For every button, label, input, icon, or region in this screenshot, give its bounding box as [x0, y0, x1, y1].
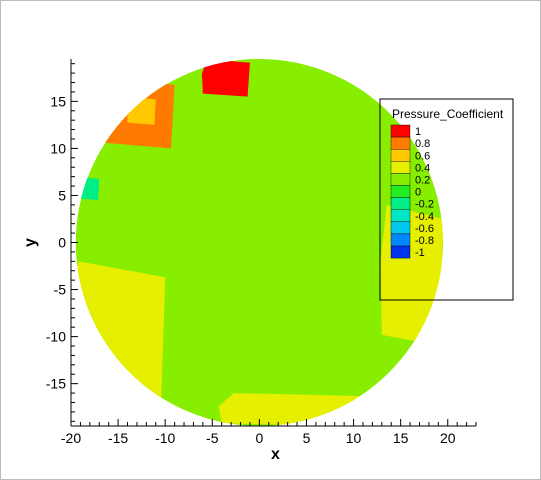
- legend-swatch: [390, 185, 411, 198]
- field-region-7: [219, 148, 326, 299]
- legend-swatch: [390, 173, 411, 186]
- legend-swatch: [390, 233, 411, 247]
- legend-swatch: [390, 161, 411, 174]
- legend-level-label: 0.2: [415, 174, 430, 186]
- field-region-0: [201, 59, 250, 97]
- x-tick-label: -20: [61, 430, 81, 446]
- y-tick-label: -10: [46, 329, 66, 345]
- legend: Pressure_Coefficient 10.80.60.40.20-0.2-…: [379, 98, 514, 301]
- legend-level-label: -0.2: [415, 199, 434, 211]
- field-region-5: [218, 393, 373, 426]
- legend-level-label: 0.4: [415, 162, 430, 174]
- x-tick-label: 10: [346, 430, 362, 446]
- y-tick-label: 10: [50, 140, 66, 156]
- x-tick-label: 0: [255, 430, 263, 446]
- pressure-field: [75, 59, 444, 426]
- y-tick-label: -15: [46, 376, 66, 392]
- legend-level-label: 0.8: [415, 138, 430, 150]
- legend-swatch: [390, 197, 411, 210]
- legend-box: [379, 98, 514, 301]
- legend-level-label: 0: [415, 187, 421, 199]
- field-region-6: [75, 176, 100, 201]
- legend-level-label: -0.4: [415, 211, 434, 223]
- legend-level-label: 0.6: [415, 150, 430, 162]
- x-tick-label: 5: [303, 430, 311, 446]
- legend-swatch: [390, 124, 411, 138]
- y-tick-label: 0: [58, 235, 66, 251]
- y-tick-label: 15: [50, 93, 66, 109]
- legend-swatch: [390, 245, 411, 259]
- legend-title: Pressure_Coefficient: [392, 107, 504, 121]
- field-region-2: [126, 96, 156, 125]
- y-tick-label: 5: [58, 187, 66, 203]
- y-tick-label: -5: [54, 282, 67, 298]
- legend-level-label: 1: [415, 126, 421, 138]
- x-tick-label: -10: [155, 430, 175, 446]
- y-axis-title: y: [22, 238, 39, 247]
- legend-swatch: [390, 136, 411, 150]
- legend-swatch: [390, 209, 411, 222]
- legend-level-label: -0.6: [415, 223, 434, 235]
- x-tick-label: 15: [393, 430, 409, 446]
- x-axis-title: x: [271, 446, 280, 463]
- legend-swatch: [390, 148, 411, 162]
- field-region-3: [75, 261, 166, 422]
- legend-swatch: [390, 221, 411, 235]
- x-tick-label: -5: [206, 430, 219, 446]
- x-tick-label: 20: [440, 430, 456, 446]
- legend-level-label: -1: [415, 247, 425, 259]
- x-tick-label: -15: [108, 430, 128, 446]
- legend-level-label: -0.8: [415, 235, 434, 247]
